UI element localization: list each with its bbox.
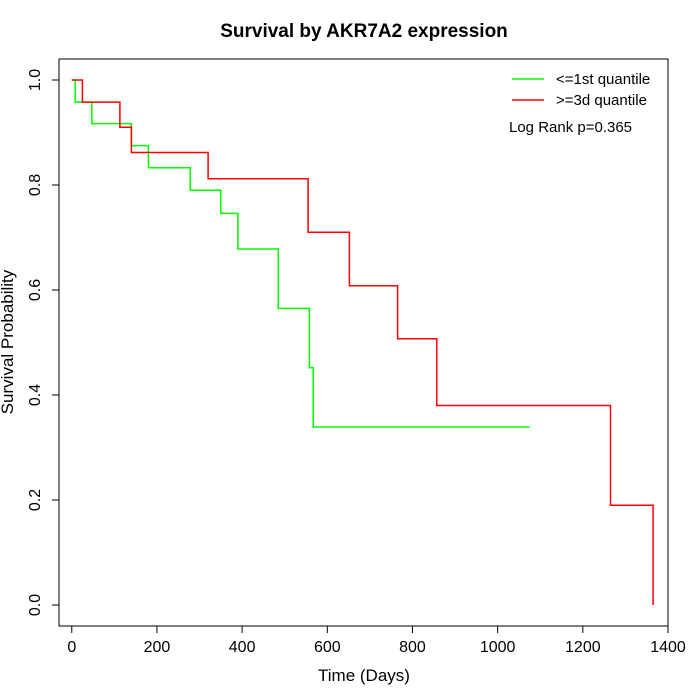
legend: <=1st quantile >=3d quantile: [512, 71, 650, 109]
x-axis-label: Time (Days): [318, 666, 410, 685]
x-tick-label: 600: [314, 639, 341, 656]
x-axis: 0 200 400 600 800 1000 1200 1400: [67, 625, 686, 656]
y-axis: 0.0 0.2 0.4 0.6 0.8 1.0: [27, 69, 60, 616]
x-tick-label: 1200: [565, 639, 601, 656]
y-tick-label: 0.2: [27, 489, 44, 511]
y-tick-label: 0.4: [27, 384, 44, 406]
survival-line-low: [71, 79, 530, 428]
chart-title: Survival by AKR7A2 expression: [220, 21, 508, 42]
y-tick-label: 0.6: [27, 279, 44, 301]
legend-label: >=3d quantile: [556, 92, 647, 109]
x-tick-label: 400: [229, 639, 256, 656]
x-tick-label: 0: [67, 639, 76, 656]
legend-label: <=1st quantile: [556, 71, 650, 88]
log-rank-annotation: Log Rank p=0.365: [509, 119, 632, 136]
survival-line-high: [71, 79, 654, 605]
y-tick-label: 0.8: [27, 174, 44, 196]
y-tick-label: 0.0: [27, 594, 44, 616]
y-axis-label: Survival Probability: [0, 269, 17, 414]
x-tick-label: 200: [144, 639, 171, 656]
x-tick-label: 1400: [650, 639, 686, 656]
plot-frame: [58, 58, 669, 627]
x-tick-label: 1000: [480, 639, 516, 656]
y-tick-label: 1.0: [27, 69, 44, 91]
series-lines: [71, 79, 654, 605]
x-tick-label: 800: [399, 639, 426, 656]
